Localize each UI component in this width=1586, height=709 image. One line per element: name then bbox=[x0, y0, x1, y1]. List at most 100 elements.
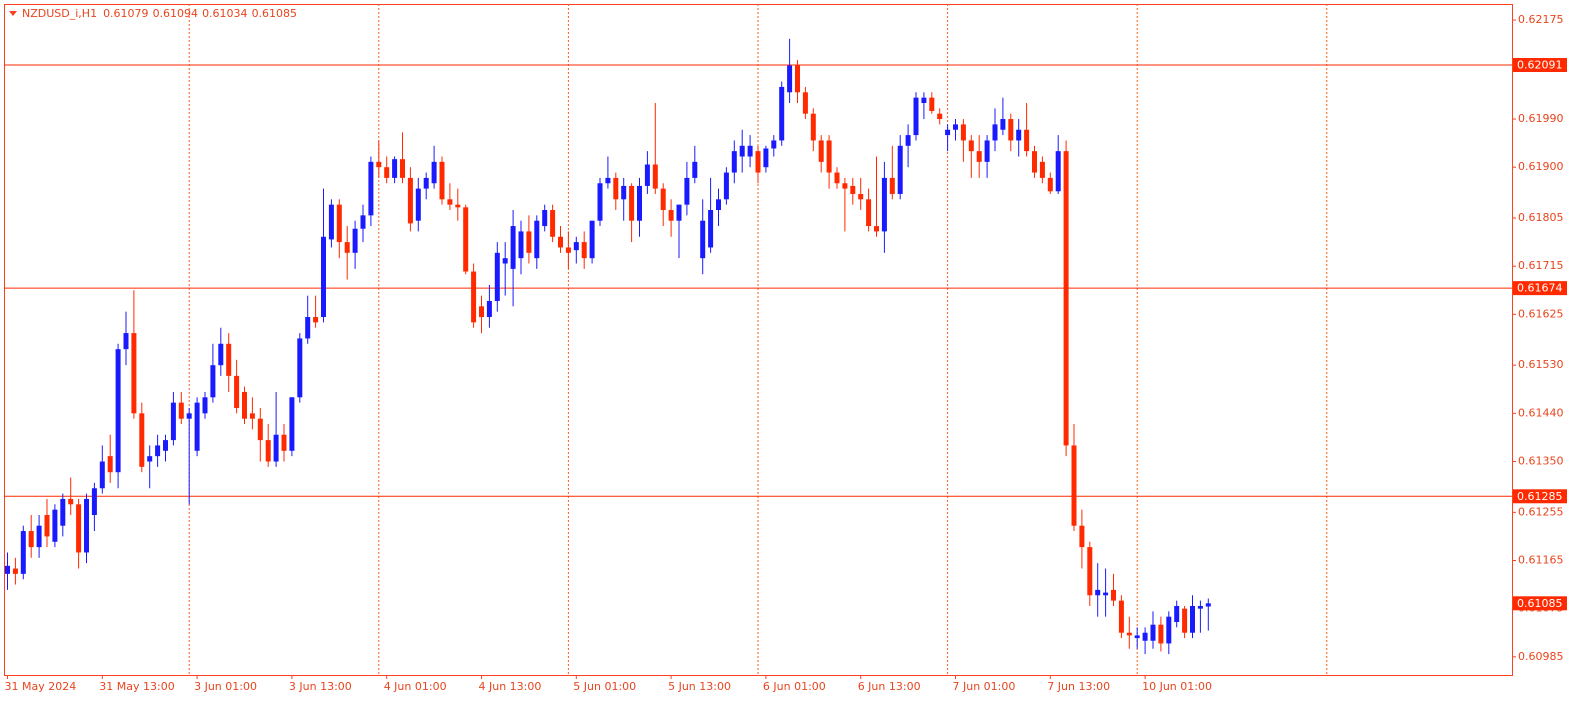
symbol-marker bbox=[9, 11, 17, 16]
candle-body bbox=[945, 129, 951, 136]
candle-body bbox=[202, 397, 208, 414]
candle-body bbox=[502, 258, 508, 264]
candle-body bbox=[242, 391, 247, 419]
candle-body bbox=[91, 488, 97, 516]
candle-body bbox=[826, 140, 832, 173]
candle-body bbox=[1071, 445, 1077, 526]
candle-body bbox=[1103, 592, 1109, 596]
candle-body bbox=[273, 434, 279, 462]
candle-body bbox=[716, 199, 721, 211]
candle-body bbox=[802, 92, 808, 114]
candle-body bbox=[415, 188, 421, 221]
x-tick-label: 5 Jun 13:00 bbox=[668, 680, 731, 693]
candle-body bbox=[660, 188, 666, 211]
y-tick-label: 0.61990 bbox=[1518, 112, 1564, 125]
candle-body bbox=[107, 456, 113, 473]
candle-body bbox=[723, 172, 729, 200]
candle-body bbox=[423, 177, 429, 189]
candle-body bbox=[573, 242, 579, 251]
price-box bbox=[1513, 58, 1567, 72]
x-tick-label: 4 Jun 01:00 bbox=[384, 680, 447, 693]
candle-body bbox=[558, 236, 563, 248]
candle-body bbox=[700, 220, 706, 259]
candle-body bbox=[874, 226, 879, 232]
candle-body bbox=[795, 65, 800, 93]
candle-body bbox=[1087, 547, 1093, 596]
candle-body bbox=[992, 124, 998, 141]
candle-body bbox=[542, 210, 548, 227]
candle-body bbox=[842, 183, 848, 189]
x-tick-label: 31 May 2024 bbox=[5, 680, 77, 693]
last-open: 0.61079 bbox=[103, 7, 149, 20]
price-box-label: 0.61285 bbox=[1517, 490, 1563, 503]
x-tick-label: 31 May 13:00 bbox=[99, 680, 174, 693]
last-low: 0.61034 bbox=[202, 7, 248, 20]
candle-body bbox=[344, 242, 350, 253]
candle-body bbox=[1111, 589, 1116, 601]
candle-body bbox=[313, 317, 319, 323]
candle-body bbox=[976, 151, 982, 162]
price-box-label: 0.61674 bbox=[1517, 282, 1563, 295]
candle-body bbox=[581, 242, 587, 259]
candle-body bbox=[613, 177, 619, 200]
candle-body bbox=[305, 317, 311, 339]
candle-body bbox=[297, 338, 303, 398]
candle-body bbox=[834, 172, 840, 184]
candle-body bbox=[1205, 603, 1211, 607]
candle-body bbox=[68, 498, 74, 505]
y-tick-label: 0.62175 bbox=[1518, 13, 1564, 26]
candle-body bbox=[1008, 119, 1014, 141]
candle-body bbox=[1047, 177, 1053, 192]
candle-body bbox=[115, 349, 121, 473]
candle-body bbox=[629, 185, 635, 221]
candle-body bbox=[605, 177, 611, 184]
candle-body bbox=[1000, 119, 1006, 130]
candle-body bbox=[905, 135, 911, 146]
candle-body bbox=[36, 525, 42, 548]
price-box-label: 0.62091 bbox=[1517, 59, 1563, 72]
candle-body bbox=[960, 124, 966, 141]
candle-body bbox=[897, 145, 903, 194]
candle-body bbox=[937, 113, 943, 120]
candle-body bbox=[779, 86, 785, 141]
candle-body bbox=[676, 204, 682, 221]
candle-body bbox=[1039, 161, 1045, 178]
candle-body bbox=[771, 140, 777, 149]
candle-body bbox=[163, 440, 168, 451]
candle-body bbox=[589, 220, 595, 259]
y-tick-label: 0.61715 bbox=[1518, 259, 1564, 272]
candle-body bbox=[747, 145, 753, 157]
x-tick-label: 7 Jun 13:00 bbox=[1047, 680, 1110, 693]
candle-body bbox=[257, 418, 263, 441]
candle-body bbox=[1063, 151, 1069, 446]
candle-body bbox=[1166, 616, 1172, 644]
candle-body bbox=[155, 445, 161, 457]
candle-body bbox=[368, 161, 374, 216]
candle-body bbox=[321, 236, 326, 318]
candle-body bbox=[400, 159, 405, 178]
candle-body bbox=[684, 177, 690, 205]
candle-body bbox=[1079, 525, 1085, 548]
candle-body bbox=[692, 161, 698, 178]
candle-body bbox=[763, 148, 769, 168]
candle-body bbox=[929, 97, 935, 112]
candle-body bbox=[471, 271, 477, 323]
candle-body bbox=[486, 300, 492, 318]
candle-body bbox=[787, 65, 793, 93]
y-tick-label: 0.61530 bbox=[1518, 358, 1564, 371]
candle-body bbox=[226, 343, 232, 376]
y-tick-label: 0.61440 bbox=[1518, 406, 1564, 419]
y-tick-label: 0.61350 bbox=[1518, 455, 1564, 468]
candle-body bbox=[881, 177, 887, 232]
price-box bbox=[1513, 489, 1567, 504]
candle-body bbox=[953, 124, 958, 130]
candle-body bbox=[210, 365, 216, 398]
candle-body bbox=[534, 220, 540, 259]
candle-body bbox=[447, 199, 453, 205]
candle-body bbox=[518, 231, 524, 259]
candle-body bbox=[850, 185, 856, 194]
candle-body bbox=[178, 402, 184, 419]
candle-body bbox=[218, 343, 224, 366]
